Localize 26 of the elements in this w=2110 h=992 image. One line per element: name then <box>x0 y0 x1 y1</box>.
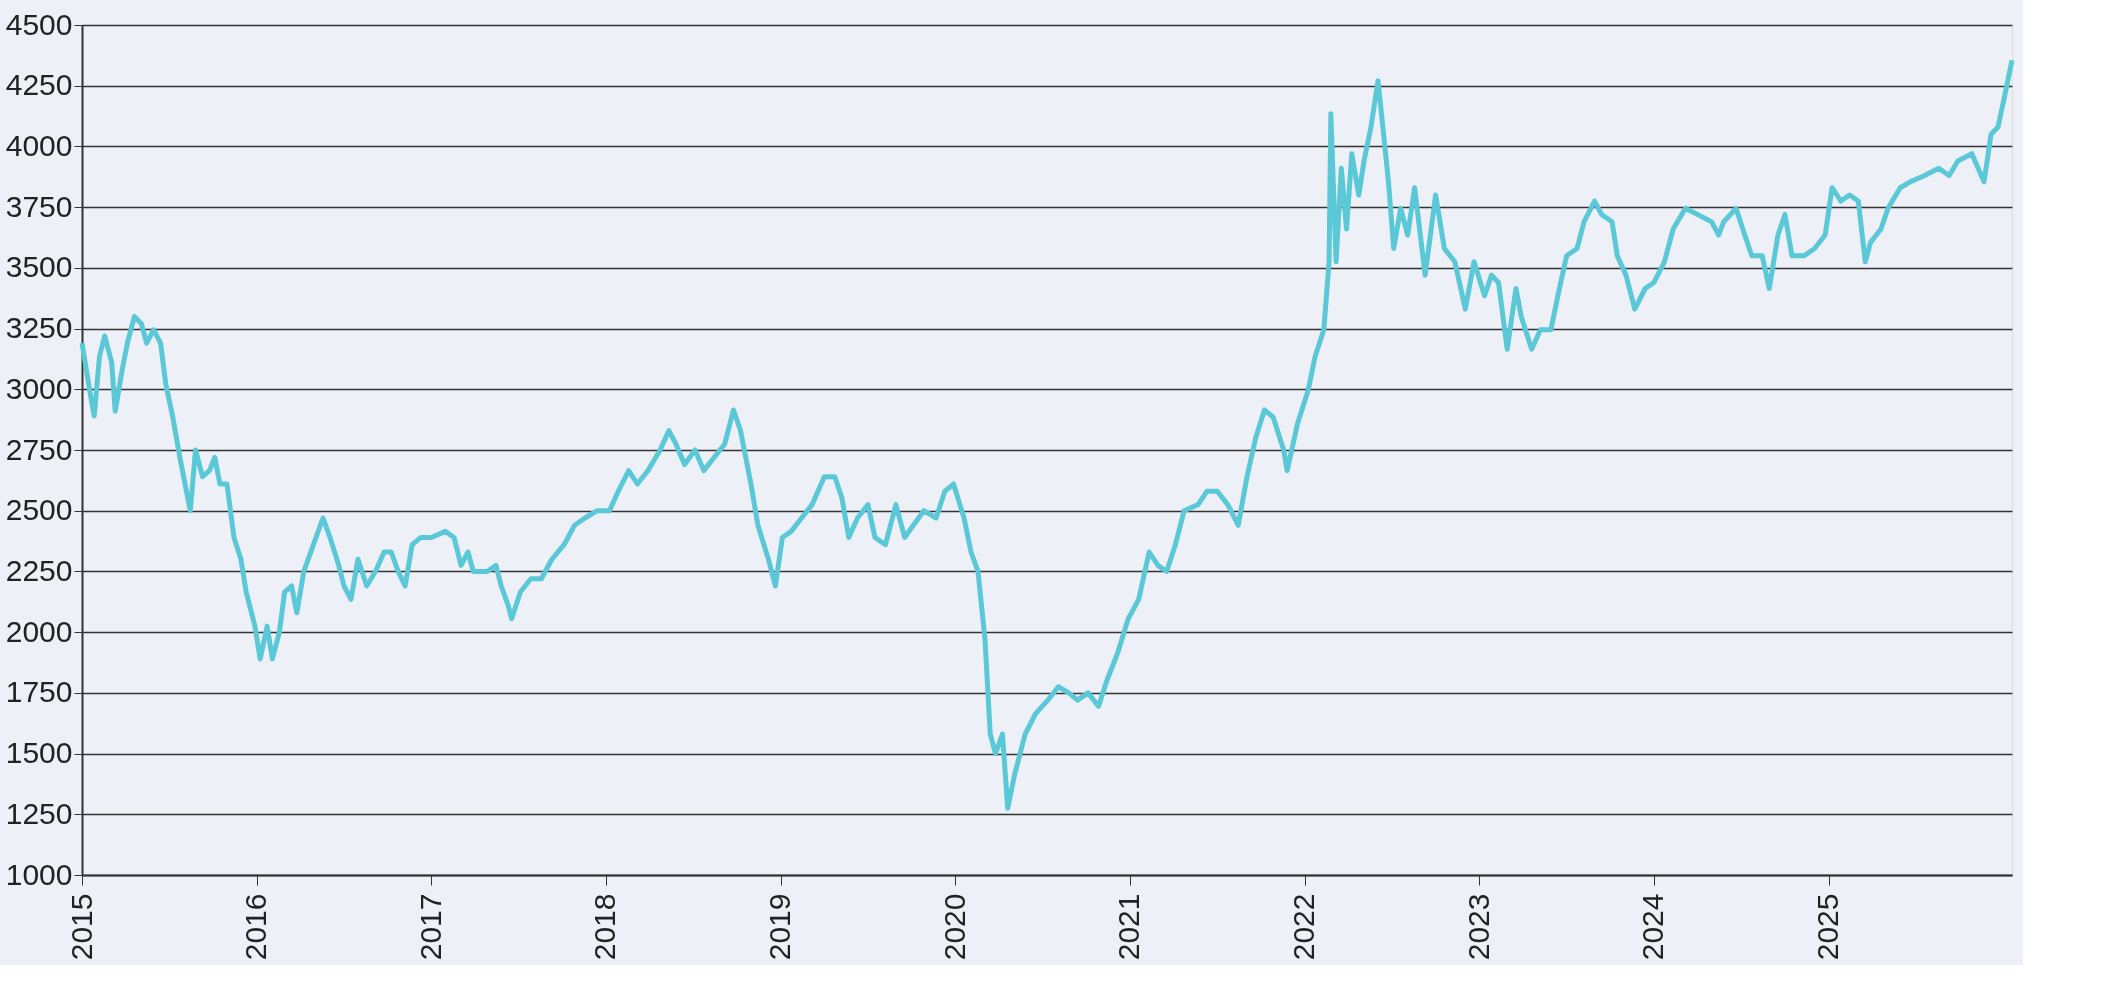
y-tick-label: 2250 <box>5 553 73 587</box>
y-tick-label: 1750 <box>5 675 73 709</box>
y-tick-label: 1000 <box>5 857 73 891</box>
x-tick-label: 2023 <box>1461 893 1495 961</box>
y-tick-label: 2500 <box>5 493 73 527</box>
y-tick-label: 4000 <box>5 128 73 162</box>
y-tick-label: 1500 <box>5 736 73 770</box>
x-tick-label: 2021 <box>1112 893 1146 961</box>
y-tick-label: 3000 <box>5 371 73 405</box>
y-tick-label: 3750 <box>5 189 73 223</box>
y-tick-label: 3250 <box>5 311 73 345</box>
y-tick-label: 2000 <box>5 614 73 648</box>
x-tick-label: 2017 <box>413 893 447 961</box>
y-tick-label: 2750 <box>5 432 73 466</box>
x-tick-label: 2016 <box>239 893 273 961</box>
x-tick-label: 2024 <box>1636 893 1670 961</box>
x-tick-label: 2020 <box>937 893 971 961</box>
y-tick-label: 1250 <box>5 796 73 830</box>
x-tick-label: 2019 <box>763 893 797 961</box>
x-tick-label: 2015 <box>64 893 98 961</box>
x-tick-label: 2025 <box>1811 893 1845 961</box>
y-tick-label: 4500 <box>5 7 73 41</box>
x-tick-label: 2018 <box>588 893 622 961</box>
y-tick-label: 4250 <box>5 68 73 102</box>
x-tick-label: 2022 <box>1287 893 1321 961</box>
y-tick-label: 3500 <box>5 250 73 284</box>
